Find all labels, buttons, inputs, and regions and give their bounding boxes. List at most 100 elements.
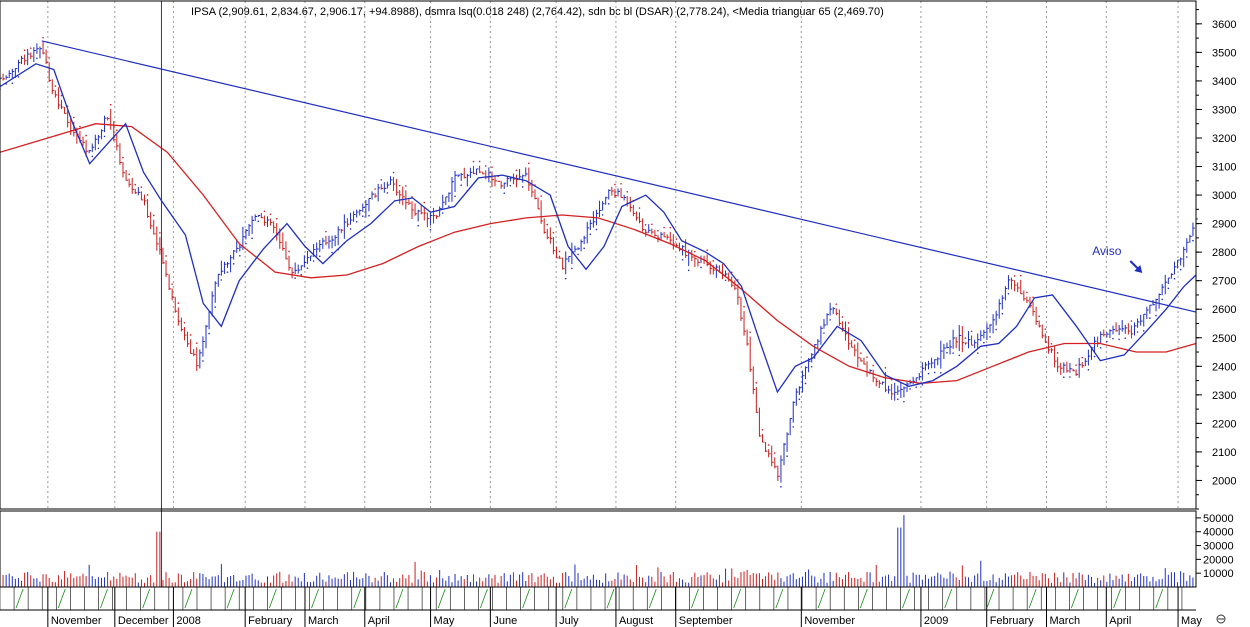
sar-dot [355, 221, 358, 223]
sar-dot [257, 220, 260, 223]
sar-dot [940, 372, 942, 374]
y-tick-label: 2900 [1212, 219, 1236, 231]
sar-dot [1069, 376, 1071, 378]
sar-dot [79, 125, 81, 128]
sar-dot [171, 283, 173, 285]
week-hatch [15, 588, 24, 609]
sar-dot [1185, 256, 1188, 258]
sar-dot [540, 195, 542, 197]
sar-dot [503, 192, 506, 195]
y-tick-label: 2700 [1212, 276, 1236, 288]
sar-dot [1112, 337, 1114, 340]
settings-icon[interactable] [1216, 614, 1226, 624]
sar-dot [810, 365, 813, 368]
week-hatch [1028, 588, 1037, 609]
y-tick-label: 2300 [1212, 390, 1236, 402]
sar-dot [700, 266, 702, 269]
sar-dot [245, 242, 247, 245]
sar-dot [1118, 338, 1120, 341]
gridlines [47, 1, 1179, 509]
x-tick-label: February [248, 615, 293, 627]
sar-dot [1106, 340, 1108, 343]
sar-dot [872, 364, 874, 367]
x-tick-label: July [559, 615, 579, 627]
y-axis: 2000 2100 2200 2300 2400 2500 2600 2700 2800 2900… [1196, 9, 1236, 580]
sar-dot [1019, 274, 1022, 277]
sar-dot [761, 429, 764, 431]
week-hatch [100, 588, 108, 609]
x-tick-label: August [619, 615, 653, 627]
week-hatch [142, 588, 151, 609]
sar-dot [577, 253, 579, 256]
y-tick-label: 2600 [1212, 304, 1236, 316]
week-hatch [902, 588, 910, 609]
sar-dot [509, 184, 512, 187]
header-text: IPSA (2,909.61, 2,834.67, 2,906.17, +94.… [191, 6, 884, 18]
sar-dot [91, 155, 94, 158]
sar-dot [269, 213, 272, 216]
sar-dot [620, 182, 622, 185]
sar-dot [933, 371, 936, 374]
sar-dot [1173, 277, 1176, 280]
volume-tick-label: 10000 [1203, 568, 1234, 580]
week-hatch [311, 588, 319, 609]
sar-dot [1130, 320, 1133, 322]
x-tick-label: May [1181, 615, 1202, 627]
sar-dot [152, 214, 155, 217]
volume-tick-label: 30000 [1203, 541, 1234, 553]
sar-dot [288, 250, 290, 253]
sar-dot [214, 306, 217, 308]
annotations: Aviso [1092, 244, 1143, 273]
x-axis: November December 2008 February March April Ma… [0, 587, 1202, 627]
sar-dot [478, 160, 481, 163]
sar-dot [767, 444, 770, 446]
sar-dot [134, 183, 137, 186]
sar-dot [644, 223, 647, 226]
sar-dot [183, 321, 186, 324]
sar-dot [614, 183, 616, 186]
sar-dot [706, 249, 708, 251]
trendline [41, 40, 1197, 313]
week-hatch [1113, 588, 1121, 609]
sar-dot [1155, 314, 1157, 317]
sar-dot [521, 186, 524, 188]
x-tick-label: September [679, 615, 733, 627]
sar-dot [17, 76, 20, 78]
sar-dot [804, 382, 807, 385]
sar-dot [749, 331, 751, 334]
y-tick-label: 3100 [1212, 162, 1236, 174]
sar-dot [380, 179, 383, 181]
week-hatch [353, 588, 362, 609]
sar-dot [743, 306, 745, 308]
sar-dot [294, 277, 296, 280]
week-hatch [775, 588, 784, 609]
price-panel [0, 1, 1198, 587]
sar-dot [546, 223, 549, 226]
week-hatch [57, 588, 66, 609]
week-hatch [986, 588, 995, 609]
sar-dot [60, 94, 63, 97]
sar-dot [528, 162, 530, 165]
sar-dot [1056, 351, 1059, 354]
sar-dot [36, 57, 38, 60]
sar-dot [392, 171, 395, 174]
sar-dot [847, 322, 850, 324]
sar-dot [318, 255, 321, 258]
sar-dot [607, 203, 610, 205]
ma-slow-line [0, 123, 1197, 385]
sar-dot [484, 165, 487, 167]
sar-dot [472, 160, 475, 163]
sar-dot [1007, 292, 1010, 295]
y-tick-label: 2000 [1212, 475, 1236, 487]
sar-dot [712, 260, 715, 262]
sar-dot [165, 255, 167, 257]
sar-dot [85, 134, 87, 137]
week-hatch [817, 588, 826, 609]
price-frame [0, 0, 1197, 510]
x-tick-label: 2008 [176, 615, 200, 627]
x-tick-label: December [118, 615, 169, 627]
week-hatch [606, 588, 615, 609]
sar-dot [1001, 312, 1004, 315]
y-tick-label: 2100 [1212, 447, 1236, 459]
sar-dot [564, 277, 567, 280]
